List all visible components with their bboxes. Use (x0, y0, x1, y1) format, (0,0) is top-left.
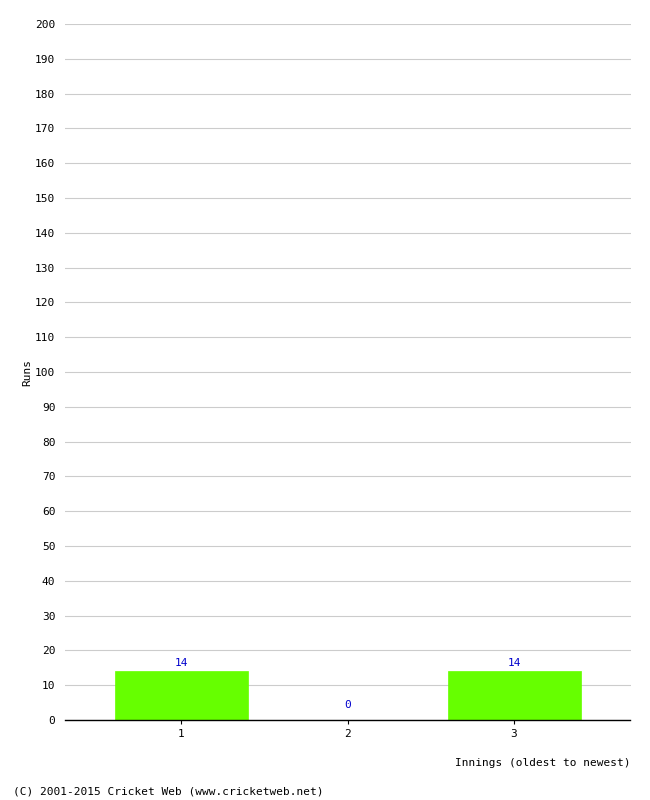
Y-axis label: Runs: Runs (22, 358, 32, 386)
Bar (115, 671, 248, 720)
Text: (C) 2001-2015 Cricket Web (www.cricketweb.net): (C) 2001-2015 Cricket Web (www.cricketwe… (13, 786, 324, 796)
Text: 0: 0 (344, 699, 351, 710)
Bar (448, 671, 580, 720)
Text: 14: 14 (175, 658, 188, 668)
Text: 14: 14 (507, 658, 521, 668)
Text: Innings (oldest to newest): Innings (oldest to newest) (455, 758, 630, 768)
